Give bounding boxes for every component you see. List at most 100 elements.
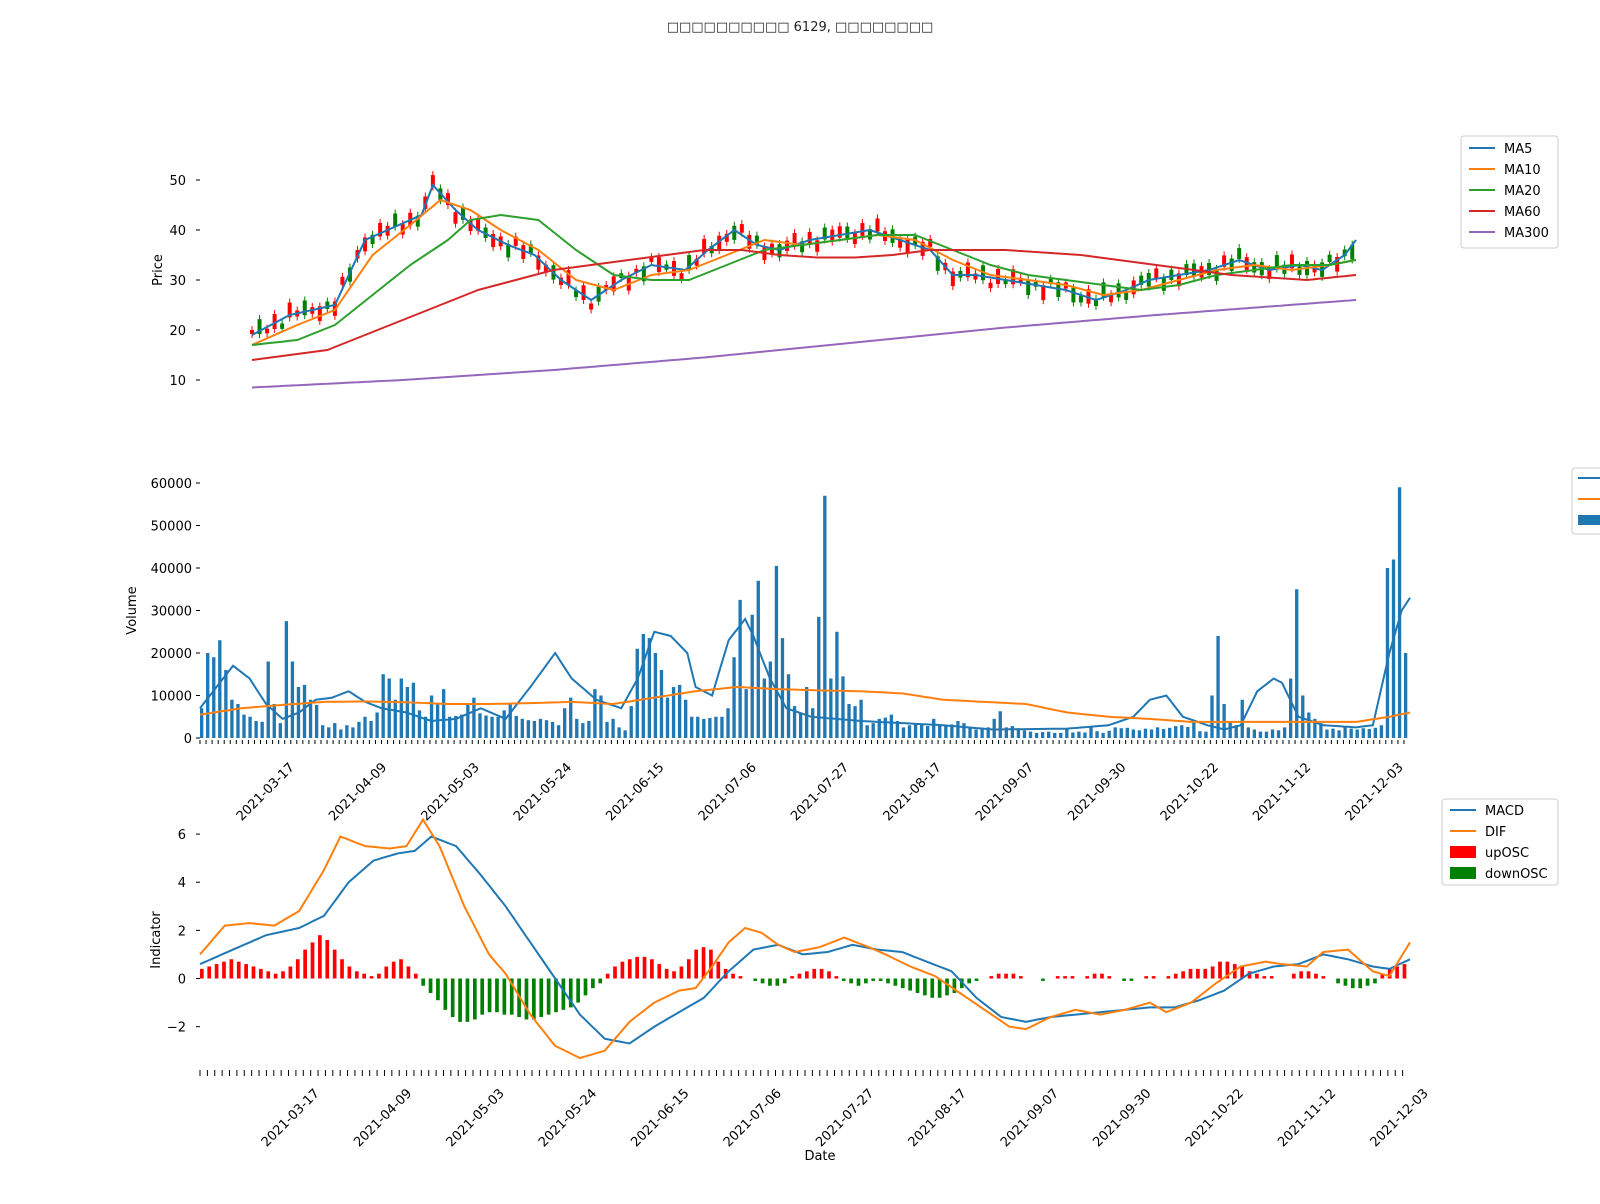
volume-bar (526, 720, 531, 738)
downosc-bar (458, 978, 462, 1022)
uposc-bar (642, 956, 647, 979)
volume-bar (671, 687, 676, 738)
volume-bar (1119, 728, 1123, 738)
volume-bar (986, 727, 990, 738)
volume-bar (1246, 727, 1250, 738)
volume-bar (284, 621, 289, 738)
volume-bar (962, 723, 966, 738)
volume-bar (780, 638, 785, 738)
ma-line-ma60 (251, 249, 1357, 361)
uposc-bar (391, 961, 396, 979)
volume-bar (647, 638, 652, 738)
candle-body (445, 193, 450, 206)
uposc-bar (406, 966, 411, 979)
downosc-bar (871, 978, 876, 981)
downosc-bar (502, 978, 507, 1015)
candle-body (393, 213, 398, 227)
volume-bar (1028, 731, 1033, 738)
candle-body (845, 226, 850, 239)
volume-bar (1149, 729, 1154, 738)
legend-label: DIF (1485, 825, 1506, 840)
uposc-bar (1255, 973, 1259, 979)
candle-body (378, 222, 383, 237)
downosc-bar (760, 978, 765, 984)
downosc-bar (841, 978, 846, 981)
candle-body (656, 257, 661, 272)
candle-body (1139, 275, 1144, 285)
volume-bar (1210, 695, 1214, 738)
volume-ytick-label: 40000 (151, 562, 192, 577)
uposc-bar (657, 964, 662, 979)
volume-bar (792, 706, 797, 738)
volume-bar (1174, 726, 1178, 738)
candle-body (430, 175, 435, 187)
volume-bar (1107, 730, 1111, 738)
volume-bar (1367, 729, 1371, 738)
volume-bar (677, 684, 682, 738)
candle-body (1154, 268, 1159, 279)
volume-bar (871, 723, 875, 738)
downosc-bar (561, 978, 566, 1010)
candle-body (785, 240, 790, 252)
legend-label: MA300 (1504, 226, 1549, 241)
volume-xtick-label: 2021-07-27 (788, 760, 852, 824)
uposc-bar (229, 959, 234, 979)
volume-bar (726, 708, 730, 738)
volume-xtick-label: 2021-08-17 (881, 760, 945, 824)
volume-xtick-label: 2021-03-17 (234, 760, 298, 824)
volume-bar (835, 631, 839, 738)
uposc-bar (805, 971, 809, 979)
volume-bar (1289, 678, 1293, 738)
uposc-bar (273, 973, 278, 979)
volume-bar (1143, 728, 1148, 738)
candle-body (905, 239, 910, 254)
volume-bar (1295, 589, 1299, 738)
volume-bar (708, 718, 712, 738)
volume-bar (351, 727, 355, 738)
uposc-bar (731, 973, 735, 979)
uposc-bar (635, 956, 639, 979)
volume-bar (387, 678, 391, 738)
volume-bar (1155, 727, 1160, 738)
candle-body (257, 319, 262, 335)
volume-bar (569, 697, 573, 738)
volume-bar (938, 725, 942, 738)
downosc-bar (1122, 978, 1126, 981)
candle-body (792, 233, 797, 246)
downosc-bar (450, 978, 455, 1018)
candle-body (340, 276, 345, 285)
legend-label: MA5 (1504, 142, 1532, 157)
downosc-bar (487, 978, 492, 1013)
uposc-bar (384, 966, 389, 979)
volume-xtick-label: 2021-11-12 (1250, 760, 1314, 824)
candle-body (400, 224, 405, 235)
volume-bar (254, 721, 258, 738)
uposc-bar (686, 959, 691, 979)
downosc-bar (923, 978, 927, 996)
volume-bar (1016, 728, 1021, 738)
volume-ytick-label: 60000 (151, 477, 192, 492)
volume-bar (1010, 726, 1015, 738)
uposc-bar (266, 971, 271, 979)
uposc-bar (1291, 973, 1296, 979)
indicator-line-macd (199, 835, 1411, 1045)
candle-body (453, 212, 458, 224)
indicator-xtick-label: 2021-10-22 (1183, 1086, 1247, 1150)
uposc-bar (1402, 964, 1407, 979)
volume-bar (823, 495, 827, 738)
volume-bar (290, 661, 295, 738)
uposc-bar (1092, 973, 1097, 979)
volume-bar (877, 718, 881, 738)
volume-bar (242, 714, 246, 738)
uposc-bar (1151, 976, 1156, 979)
uposc-bar (1380, 973, 1385, 979)
downosc-bar (1350, 978, 1355, 989)
uposc-bar (251, 966, 256, 979)
candle-body (461, 207, 466, 220)
volume-bar (363, 716, 367, 738)
volume-bar (895, 721, 900, 738)
volume-bar (375, 712, 379, 738)
candle-body (250, 330, 254, 335)
downosc-bar (915, 978, 920, 993)
